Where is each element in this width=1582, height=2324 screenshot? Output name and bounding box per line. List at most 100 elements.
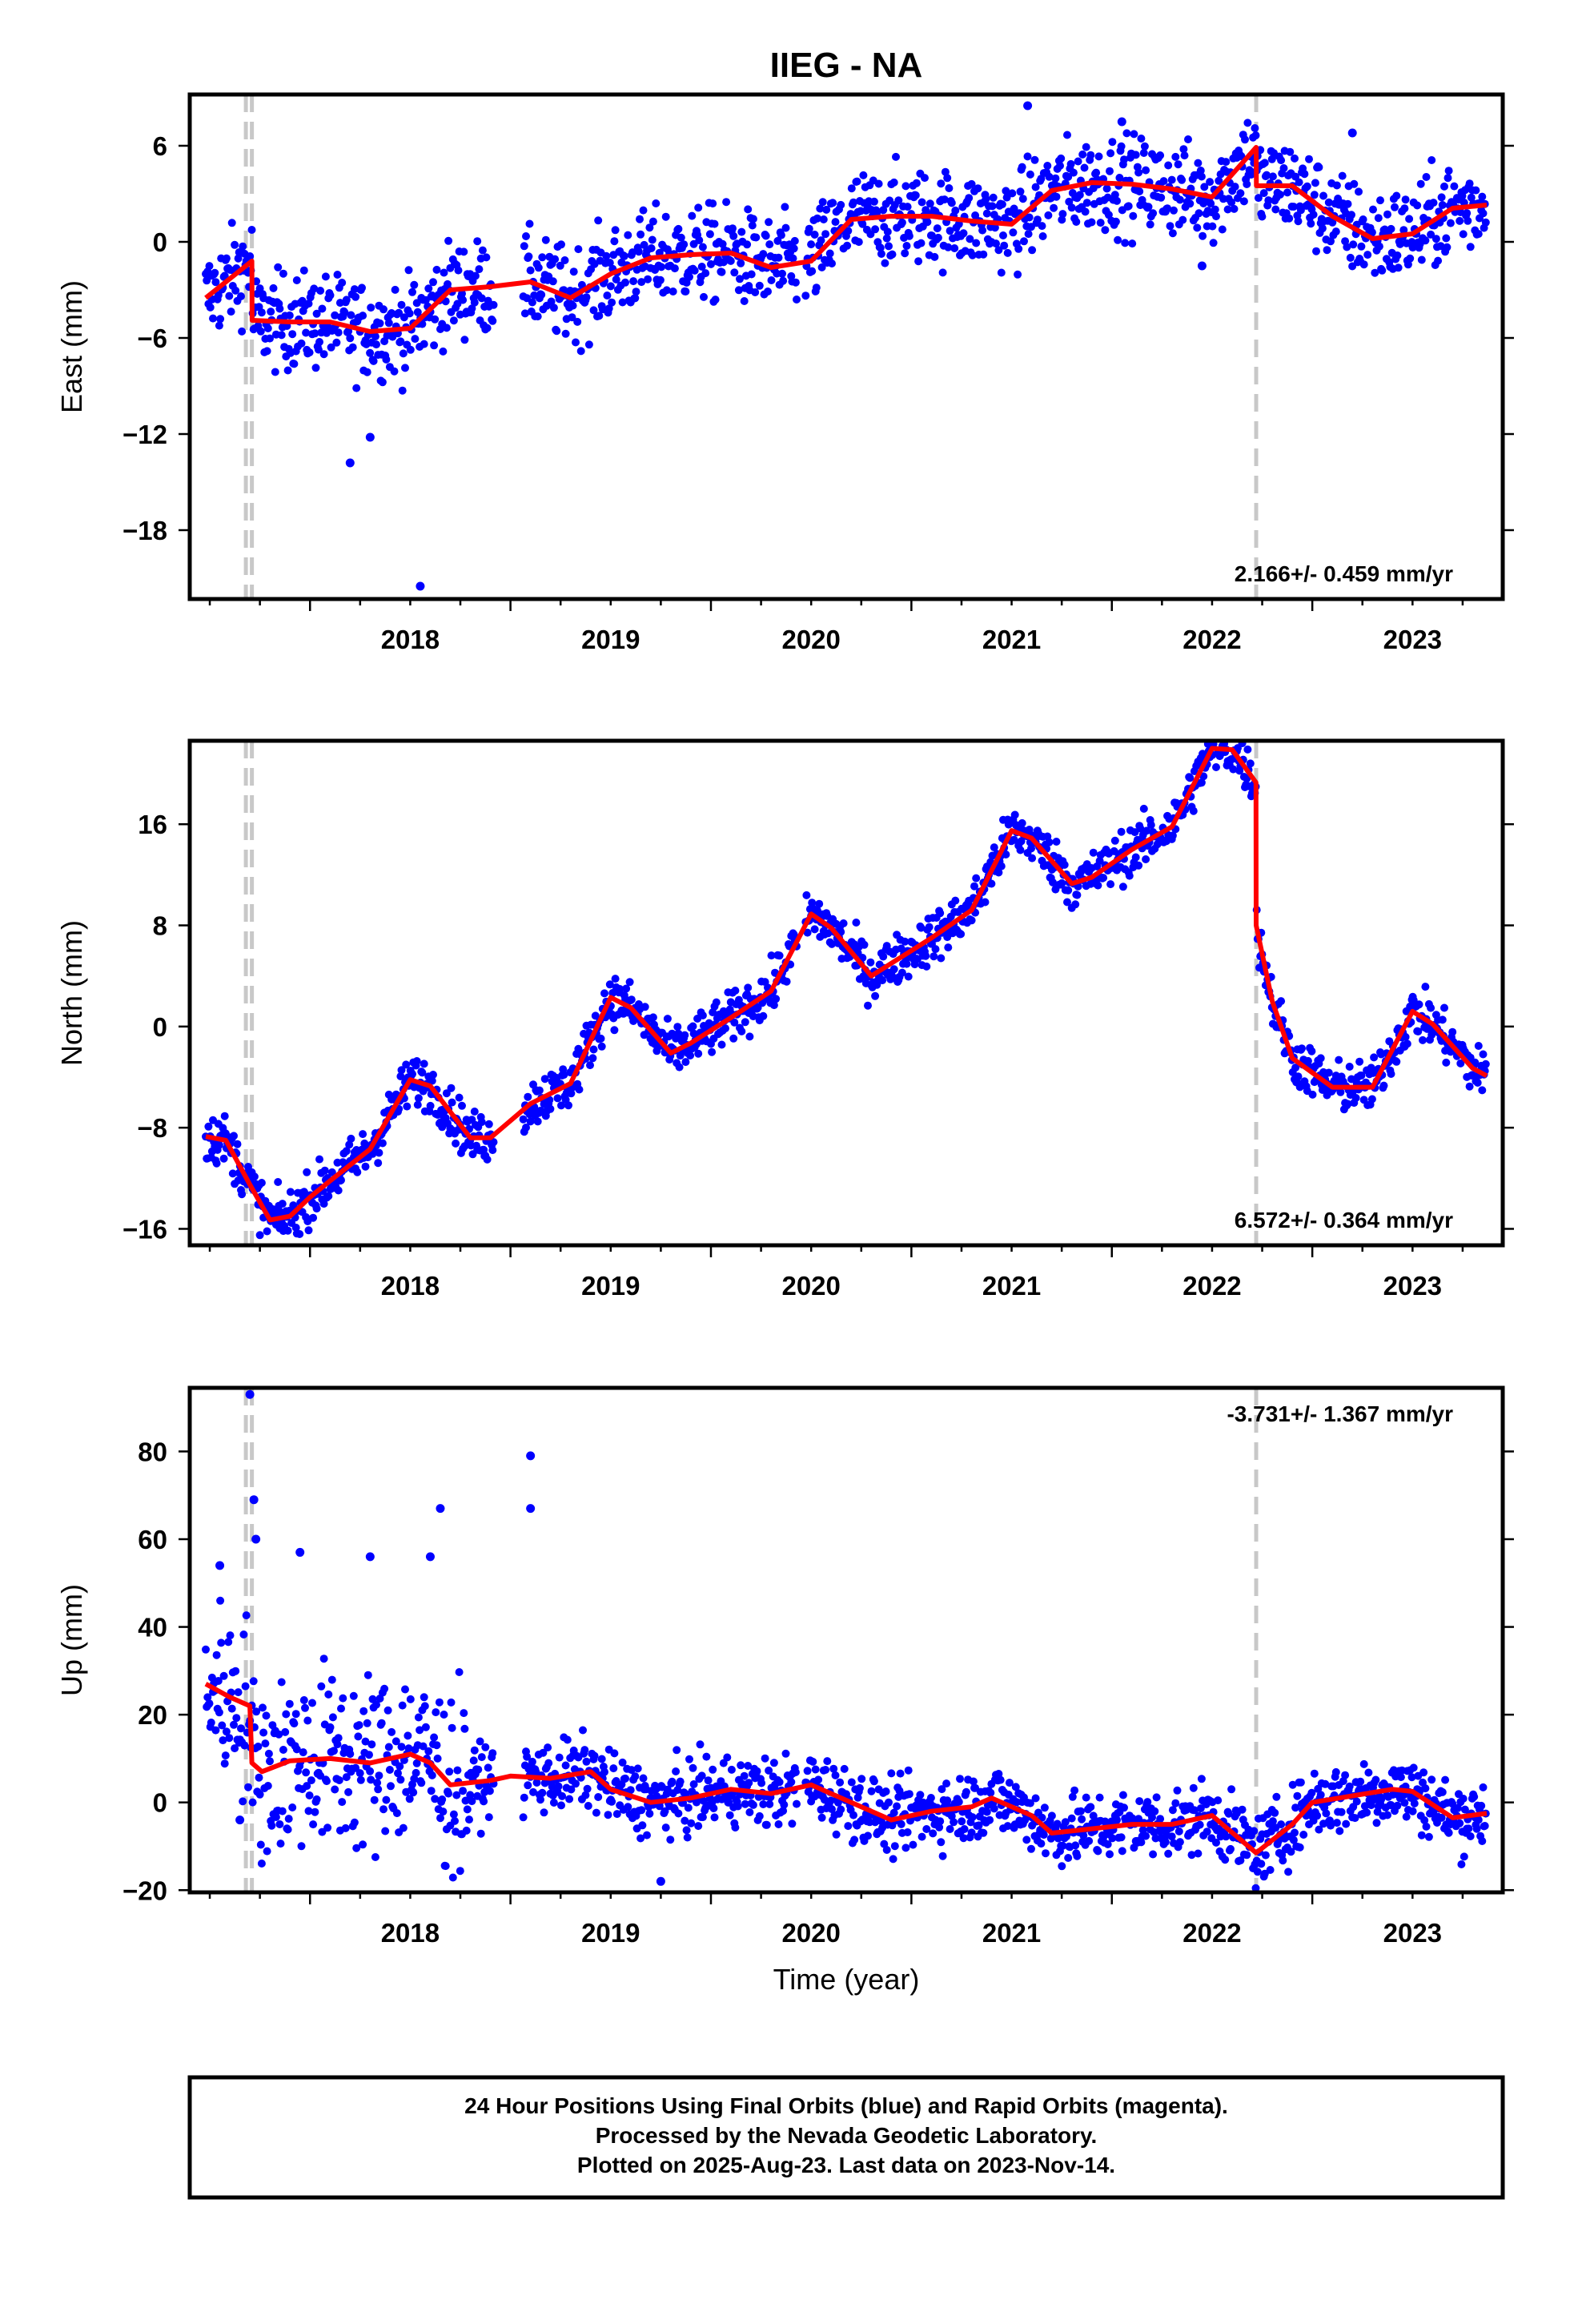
data-point xyxy=(1415,1000,1423,1009)
data-point xyxy=(1120,1803,1128,1812)
data-point xyxy=(375,1771,383,1780)
data-point xyxy=(1027,1844,1035,1853)
data-point xyxy=(452,1139,460,1148)
data-point xyxy=(563,1735,572,1744)
data-point xyxy=(219,1736,227,1745)
data-point xyxy=(523,294,532,303)
data-point xyxy=(432,265,441,274)
data-point xyxy=(425,1552,435,1562)
data-point xyxy=(567,1089,576,1098)
data-point xyxy=(860,940,869,949)
data-point xyxy=(449,1810,458,1819)
data-point xyxy=(1442,234,1451,243)
data-point xyxy=(396,1072,405,1080)
data-point xyxy=(1016,187,1025,196)
data-point xyxy=(695,236,704,244)
x-tick-label: 2023 xyxy=(1383,625,1442,654)
data-point xyxy=(974,184,982,193)
data-point xyxy=(1143,1798,1152,1807)
data-point xyxy=(1267,155,1276,163)
data-point xyxy=(871,225,880,234)
y-tick-label: −20 xyxy=(122,1876,167,1905)
data-point xyxy=(1139,149,1148,157)
data-point xyxy=(844,227,853,235)
data-point xyxy=(1442,1058,1451,1067)
data-point xyxy=(432,1741,441,1750)
data-point xyxy=(1268,1817,1277,1826)
data-point xyxy=(589,306,598,315)
data-point xyxy=(528,298,536,307)
data-point xyxy=(361,1737,370,1746)
data-point xyxy=(255,1231,264,1240)
data-point xyxy=(1324,1068,1333,1077)
data-point xyxy=(394,1769,402,1778)
data-point xyxy=(1106,1850,1114,1859)
data-point xyxy=(283,366,292,375)
data-point xyxy=(295,1230,304,1238)
data-point xyxy=(1254,194,1263,203)
data-point xyxy=(555,1753,564,1762)
data-point xyxy=(741,1799,749,1808)
data-point xyxy=(1406,254,1415,263)
data-point xyxy=(222,254,231,263)
data-point xyxy=(1016,846,1025,854)
data-point xyxy=(401,1685,409,1694)
data-point xyxy=(1135,187,1144,195)
data-point xyxy=(1437,1813,1446,1822)
data-point xyxy=(1429,199,1438,207)
data-point xyxy=(247,226,256,234)
data-point xyxy=(1335,1055,1343,1064)
data-point xyxy=(275,1730,283,1739)
data-point xyxy=(652,199,661,207)
data-point xyxy=(852,919,861,927)
data-point xyxy=(990,223,999,232)
data-point xyxy=(323,1823,332,1832)
data-point xyxy=(347,1134,355,1143)
data-point xyxy=(382,355,391,364)
data-point xyxy=(1279,164,1288,172)
data-point xyxy=(1399,226,1408,235)
data-point xyxy=(943,1796,952,1805)
data-point xyxy=(529,1787,537,1796)
data-point xyxy=(925,923,934,931)
data-point xyxy=(620,251,628,260)
data-point xyxy=(526,1117,535,1126)
data-point xyxy=(227,219,236,227)
data-point xyxy=(885,1798,893,1807)
data-point xyxy=(1028,246,1037,255)
data-point xyxy=(526,1451,536,1461)
data-point xyxy=(1376,196,1384,205)
data-point xyxy=(211,268,219,277)
data-point xyxy=(704,1776,713,1785)
data-point xyxy=(1421,983,1430,991)
data-point xyxy=(402,1060,411,1069)
data-point xyxy=(1421,1784,1430,1793)
data-point xyxy=(1444,1828,1453,1837)
y-tick-label: 0 xyxy=(153,1788,167,1818)
data-point xyxy=(734,286,743,295)
data-point xyxy=(1214,1796,1223,1805)
data-point xyxy=(1436,242,1445,251)
x-tick-label: 2022 xyxy=(1182,625,1241,654)
data-point xyxy=(1094,152,1103,161)
data-point xyxy=(1053,1819,1062,1828)
data-point xyxy=(1324,198,1333,207)
data-point xyxy=(829,199,837,207)
data-point xyxy=(912,179,921,187)
data-point xyxy=(788,1819,797,1828)
data-point xyxy=(1311,179,1319,187)
data-point xyxy=(429,1071,437,1079)
data-point xyxy=(1227,198,1236,207)
data-point xyxy=(540,1808,548,1817)
data-point xyxy=(1092,168,1101,177)
data-point xyxy=(859,171,868,179)
data-point xyxy=(853,1793,862,1802)
data-point xyxy=(999,231,1007,239)
data-point xyxy=(567,1785,576,1794)
data-point xyxy=(790,236,799,245)
data-point xyxy=(583,1784,592,1793)
data-point xyxy=(1346,253,1355,262)
data-point xyxy=(887,1769,896,1778)
data-point xyxy=(430,341,439,350)
